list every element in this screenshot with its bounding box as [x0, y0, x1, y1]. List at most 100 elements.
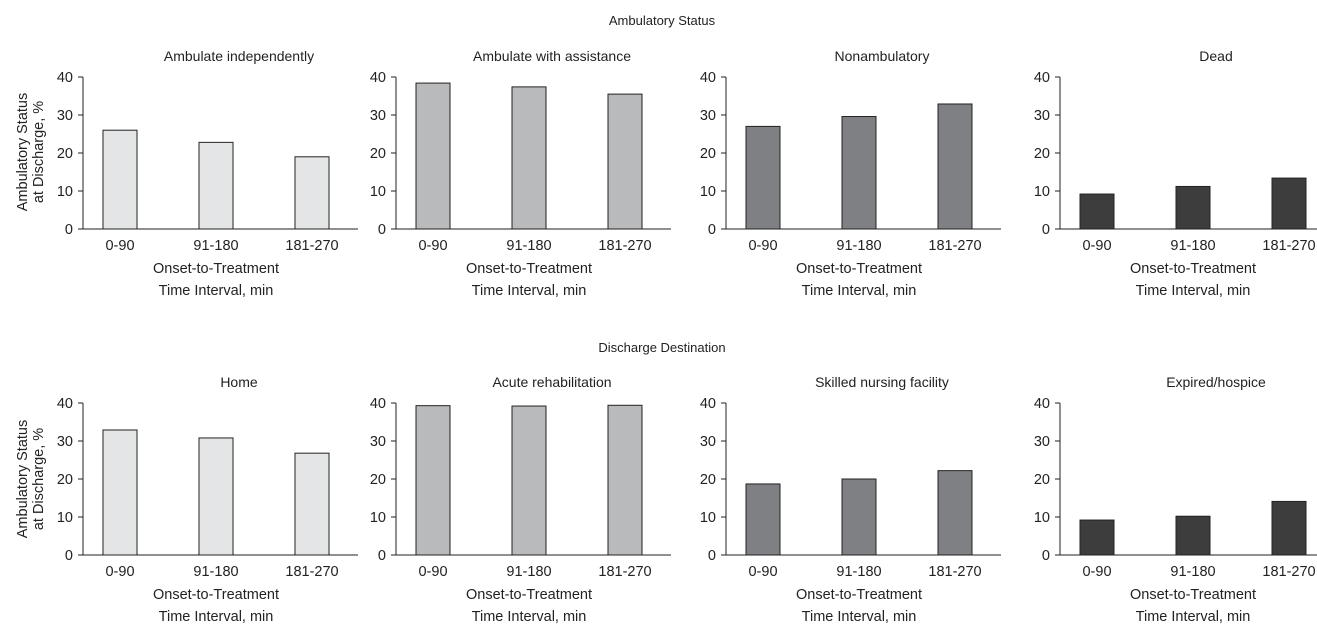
x-axis-label-line-2: Time Interval, min	[159, 609, 274, 624]
x-axis-label-line-2: Time Interval, min	[802, 283, 917, 299]
y-tick-label: 0	[708, 548, 716, 564]
x-tick-label: 0-90	[748, 564, 777, 580]
x-tick-label: 0-90	[1082, 238, 1111, 254]
x-tick-label: 181-270	[598, 564, 651, 580]
y-tick-label: 0	[708, 222, 716, 238]
x-axis-label-line-1: Onset-to-Treatment	[1130, 261, 1256, 277]
y-tick-label: 0	[1042, 222, 1050, 238]
x-axis-label-line-2: Time Interval, min	[472, 609, 587, 624]
y-tick-label: 40	[700, 396, 716, 412]
y-tick-label: 40	[1034, 396, 1050, 412]
x-axis-label-line-2: Time Interval, min	[472, 283, 587, 299]
bar	[415, 405, 451, 556]
x-tick-label: 181-270	[928, 564, 981, 580]
x-axis-label-line-1: Onset-to-Treatment	[1130, 587, 1256, 603]
chart-title: Home	[220, 374, 258, 390]
chart-title: Ambulate independently	[164, 48, 314, 64]
y-tick-label: 30	[57, 108, 73, 124]
bar	[607, 93, 643, 230]
y-tick-label: 40	[370, 396, 386, 412]
y-tick-label: 0	[378, 222, 386, 238]
y-tick-label: 20	[700, 472, 716, 488]
bar	[1079, 193, 1115, 230]
y-tick-label: 0	[1042, 548, 1050, 564]
y-tick-label: 10	[700, 184, 716, 200]
bar	[1175, 185, 1211, 230]
y-tick-label: 0	[378, 548, 386, 564]
x-tick-label: 0-90	[105, 564, 134, 580]
chart-title: Dead	[1199, 48, 1232, 64]
bar	[607, 404, 643, 556]
row-title-discharge-destination: Discharge Destination	[598, 340, 725, 355]
bar	[937, 470, 973, 556]
x-tick-label: 91-180	[506, 564, 551, 580]
y-tick-label: 30	[1034, 434, 1050, 450]
y-tick-label: 20	[370, 472, 386, 488]
y-tick-label: 30	[700, 434, 716, 450]
bar	[1175, 515, 1211, 556]
x-tick-label: 91-180	[836, 564, 881, 580]
bar	[745, 483, 781, 556]
bar	[415, 82, 451, 230]
y-tick-label: 20	[1034, 146, 1050, 162]
x-tick-label: 0-90	[105, 238, 134, 254]
x-tick-label: 0-90	[418, 238, 447, 254]
bar	[1079, 519, 1115, 556]
bar	[511, 86, 547, 230]
bar	[1271, 500, 1307, 556]
x-axis-label-line-1: Onset-to-Treatment	[796, 261, 922, 277]
x-tick-label: 181-270	[285, 238, 338, 254]
y-tick-label: 20	[57, 146, 73, 162]
x-tick-label: 91-180	[836, 238, 881, 254]
chart-title: Ambulate with assistance	[473, 48, 631, 64]
x-tick-label: 181-270	[928, 238, 981, 254]
chart-panel: Ambulate independently 0 10 20 30 40 0-90 91-18…	[57, 48, 358, 299]
y-tick-label: 40	[700, 70, 716, 86]
y-tick-label: 30	[1034, 108, 1050, 124]
x-tick-label: 0-90	[748, 238, 777, 254]
y-tick-label: 40	[57, 70, 73, 86]
y-tick-label: 10	[1034, 510, 1050, 526]
chart-panel: Ambulate with assistance 0 10 20 30 40 0-90 91-…	[370, 48, 671, 299]
x-axis-label-line-2: Time Interval, min	[802, 609, 917, 624]
y-tick-label: 20	[57, 472, 73, 488]
y-tick-label: 20	[1034, 472, 1050, 488]
x-tick-label: 91-180	[193, 564, 238, 580]
chart-panel: Acute rehabilitation 0 10 20 30 40 0-90 91-180 1…	[370, 374, 671, 624]
y-tick-label: 40	[1034, 70, 1050, 86]
y-tick-label: 0	[65, 548, 73, 564]
x-tick-label: 91-180	[1170, 238, 1215, 254]
y-axis-label-top: Ambulatory Status at Discharge, %	[15, 93, 47, 211]
x-tick-label: 181-270	[1262, 564, 1315, 580]
bar	[841, 116, 877, 230]
bar	[511, 405, 547, 556]
chart-title: Acute rehabilitation	[492, 374, 611, 390]
x-axis-label-line-1: Onset-to-Treatment	[466, 587, 592, 603]
y-tick-label: 0	[65, 222, 73, 238]
y-tick-label: 10	[1034, 184, 1050, 200]
x-tick-label: 181-270	[1262, 238, 1315, 254]
y-axis-label-line-1: Ambulatory Status	[15, 420, 31, 538]
bar	[937, 103, 973, 230]
y-tick-label: 10	[700, 510, 716, 526]
panels: Ambulate independently 0 10 20 30 40 0-90 91-18…	[57, 48, 1317, 624]
y-tick-label: 20	[700, 146, 716, 162]
x-tick-label: 91-180	[193, 238, 238, 254]
chart-panel: Skilled nursing facility 0 10 20 30 40 0-90 91-…	[700, 374, 1001, 624]
chart-title: Nonambulatory	[835, 48, 930, 64]
bar	[294, 156, 330, 230]
y-tick-label: 30	[370, 108, 386, 124]
x-tick-label: 91-180	[506, 238, 551, 254]
x-axis-label-line-1: Onset-to-Treatment	[153, 587, 279, 603]
x-tick-label: 181-270	[598, 238, 651, 254]
chart-title: Skilled nursing facility	[815, 374, 949, 390]
x-axis-label-line-2: Time Interval, min	[159, 283, 274, 299]
y-tick-label: 30	[370, 434, 386, 450]
y-tick-label: 30	[57, 434, 73, 450]
y-tick-label: 40	[57, 396, 73, 412]
x-axis-label-line-1: Onset-to-Treatment	[466, 261, 592, 277]
bar	[1271, 177, 1307, 230]
bar	[745, 125, 781, 230]
chart-panel: Nonambulatory 0 10 20 30 40 0-90 91-180 181-270 O…	[700, 48, 1001, 299]
